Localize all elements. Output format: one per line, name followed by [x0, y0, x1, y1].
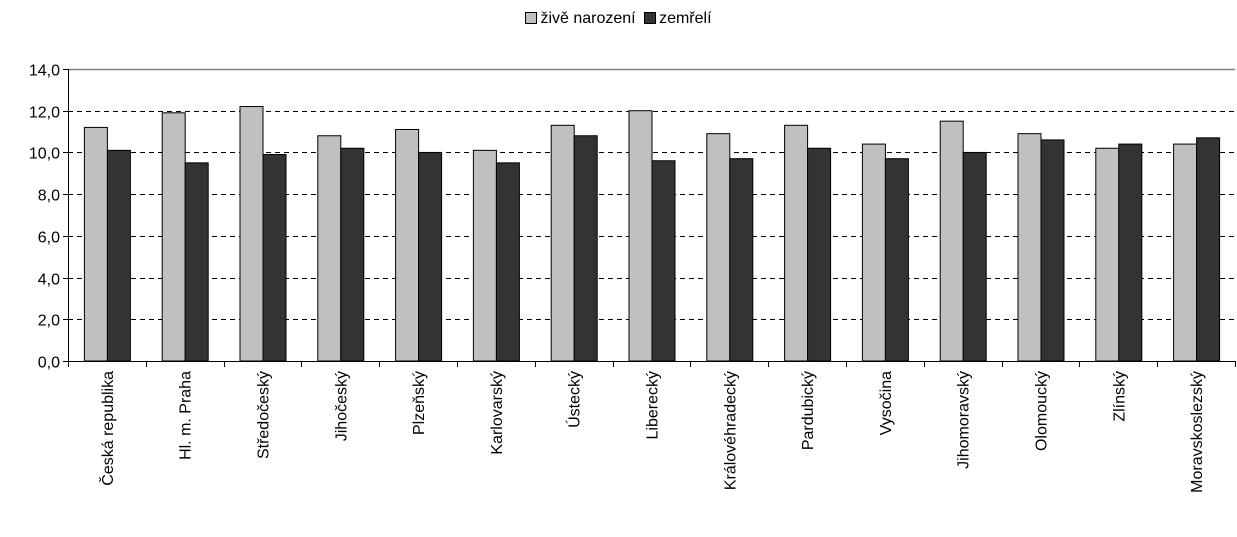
legend-label-deaths: zemřelí	[659, 10, 712, 27]
y-tick-label: 12,0	[29, 105, 60, 122]
bar-deaths	[807, 147, 832, 362]
x-tick-label: Hl. m. Praha	[178, 371, 195, 460]
bar-births	[1017, 133, 1042, 362]
legend-item-births: živě narození	[525, 8, 636, 30]
bar-deaths	[418, 151, 443, 362]
bar-deaths	[1196, 137, 1221, 362]
x-tick-label: Olomoucký	[1034, 371, 1051, 451]
bar-births	[861, 143, 886, 362]
y-tick-label: 4,0	[38, 272, 60, 289]
x-tick-label: Moravskoslezský	[1189, 371, 1206, 493]
y-tick-label: 0,0	[38, 355, 60, 372]
bar-births	[395, 128, 420, 362]
bar-births	[472, 149, 497, 362]
bar-deaths	[573, 135, 598, 362]
x-tick-label: Česká republika	[98, 371, 117, 486]
legend-label-births: živě narození	[540, 10, 636, 27]
x-tick-label: Středočeský	[256, 371, 273, 459]
bar-births	[1173, 143, 1198, 362]
y-tick-label: 6,0	[38, 230, 60, 247]
legend: živě narození zemřelí	[0, 8, 1237, 30]
x-tick-label: Karlovarský	[489, 371, 506, 455]
bar-deaths	[184, 162, 209, 362]
bar-births	[706, 133, 731, 362]
y-tick-label: 14,0	[29, 63, 60, 80]
bar-deaths	[495, 162, 520, 362]
y-tick-label: 8,0	[38, 188, 60, 205]
x-tick-label: Jihočeský	[333, 371, 350, 441]
x-tick-label: Liberecký	[645, 371, 662, 439]
x-tick-label: Plzeňský	[411, 371, 428, 435]
bar-deaths	[262, 154, 287, 362]
x-tick-label: Pardubický	[800, 371, 817, 450]
bar-deaths	[1040, 139, 1065, 362]
bar-births	[239, 106, 264, 362]
bar-deaths	[651, 160, 676, 362]
x-tick-label: Jihomoravský	[956, 371, 973, 469]
bar-births	[161, 112, 186, 362]
y-tick-label: 2,0	[38, 313, 60, 330]
bar-births	[1095, 147, 1120, 362]
bar-births	[784, 124, 809, 362]
bar-deaths	[729, 158, 754, 362]
bar-deaths	[106, 149, 131, 362]
bar-births	[939, 120, 964, 362]
legend-swatch-deaths	[644, 12, 657, 24]
legend-item-deaths: zemřelí	[644, 8, 712, 30]
legend-swatch-births	[525, 12, 538, 24]
x-tick-label: Ústecký	[565, 371, 584, 428]
y-tick-label: 10,0	[29, 146, 60, 163]
bar-deaths	[1118, 143, 1143, 362]
x-tick-label: Královéhradecký	[722, 371, 739, 490]
bar-births	[550, 124, 575, 362]
bar-births	[628, 110, 653, 362]
x-tick-label: Zlínský	[1111, 371, 1128, 422]
bar-deaths	[340, 147, 365, 362]
bar-deaths	[884, 158, 909, 362]
x-tick-label: Vysočina	[878, 371, 895, 435]
bar-births	[317, 135, 342, 362]
bar-deaths	[962, 151, 987, 362]
bar-births	[83, 126, 108, 362]
